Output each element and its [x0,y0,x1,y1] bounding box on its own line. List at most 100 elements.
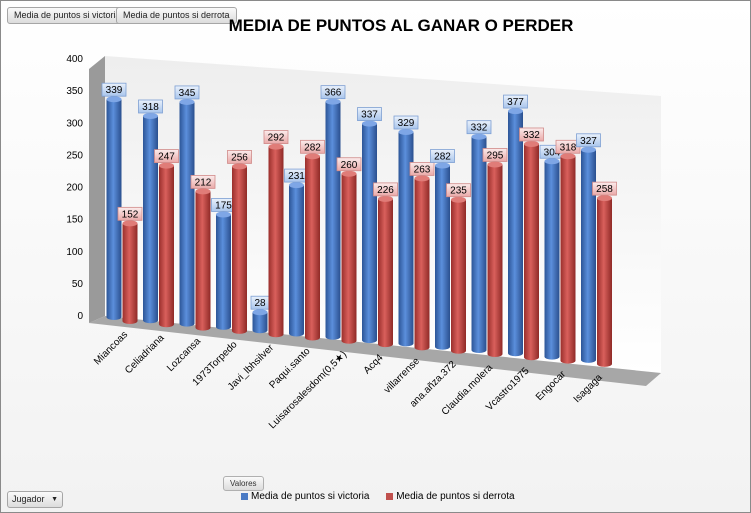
y-axis: 0 50 100 150 200 250 300 350 400 [66,54,83,322]
victoria-data-label-box [174,85,200,100]
derrota-data-label: 226 [377,185,394,196]
victoria-bar [216,214,231,327]
dropdown-arrow-icon: ▼ [51,496,58,503]
victoria-bar [581,149,596,360]
victoria-data-label: 231 [288,171,305,182]
derrota-data-label-box [446,183,471,198]
victoria-data-label: 337 [361,110,378,121]
victoria-bar-top [252,309,268,316]
derrota-bar-base [268,331,284,338]
victoria-data-label-box [466,120,492,135]
derrota-bar-top [341,170,357,177]
derrota-bar-base [597,360,612,367]
derrota-data-label-box [482,148,508,162]
x-tick-label: Miancoas [92,329,130,367]
x-tick-label: Celiadriana [123,332,167,376]
legend-swatch-derrota [386,492,394,500]
derrota-bar-top [232,163,247,170]
derrota-bar [597,198,612,364]
victoria-data-label-box [576,133,601,148]
derrota-data-label: 152 [122,209,139,220]
victoria-bar-top [435,162,450,169]
derrota-data-label-box [190,174,216,189]
victoria-bar [325,101,341,337]
victoria-bar-top [216,211,231,218]
derrota-data-label: 263 [414,164,431,175]
derrota-bar [378,198,393,345]
derrota-data-label-box [300,139,325,154]
jugador-filter-dropdown[interactable]: Jugador ▼ [7,491,63,508]
derrota-bar-base [159,321,174,328]
victoria-bar [106,99,122,317]
victoria-data-label: 377 [507,97,524,108]
victoria-bar-top [581,146,596,153]
derrota-data-label: 295 [487,150,504,161]
victoria-bar [289,185,304,334]
derrota-bar [305,156,320,338]
derrota-bar-base [122,318,138,324]
derrota-bar-base [378,341,393,348]
derrota-bar [451,199,466,351]
derrota-bar [560,156,576,361]
derrota-bar-top [122,220,138,227]
victoria-bar-top [544,158,560,165]
derrota-data-label-box [373,182,398,197]
derrota-bar [524,143,539,358]
values-field-button[interactable]: Valores [223,476,264,491]
derrota-bar-base [232,327,247,334]
victoria-bar-base [581,356,596,363]
y-tick-label: 300 [66,118,83,129]
derrota-data-label: 247 [158,152,175,163]
legend: Media de puntos si victoria Media de pun… [241,491,529,502]
victoria-bar [398,132,414,344]
derrota-bar-base [560,357,576,364]
x-tick-label: Lozcansa [165,336,203,374]
derrota-bar-top [451,196,466,203]
victoria-data-label-box [320,85,346,100]
derrota-bar [122,223,138,321]
victoria-bar-base [143,317,158,324]
victoria-bar-top [325,98,341,105]
side-wall [89,56,105,323]
victoria-bar-base [216,323,231,330]
derrota-data-label-box [336,157,362,172]
derrota-data-label-box [409,162,435,176]
derrota-bar-top [195,188,211,195]
derrota-bar-base [305,334,320,341]
derrota-bar-top [159,162,174,169]
field-button-derrota[interactable]: Media de puntos si derrota [116,7,237,24]
y-tick-label: 150 [66,215,83,226]
derrota-data-label: 258 [596,184,613,195]
victoria-bar-top [106,96,122,103]
derrota-bar-top [414,175,430,182]
victoria-bar-base [471,347,487,353]
victoria-data-label: 282 [434,152,451,163]
victoria-bar [362,123,377,341]
victoria-bar [471,136,487,350]
victoria-data-label-box [503,94,528,109]
derrota-bar-top [524,140,539,147]
derrota-bar-base [451,347,466,354]
derrota-data-label: 235 [450,186,467,197]
victoria-bar-base [362,337,377,344]
derrota-data-label-box [263,130,289,144]
derrota-bar [341,173,357,341]
derrota-data-label: 332 [523,130,540,141]
victoria-data-label-box [138,99,163,114]
victoria-bar-top [289,182,304,189]
victoria-bar-top [362,120,377,127]
victoria-bar-base [435,343,450,350]
victoria-data-label: 175 [215,200,232,211]
victoria-bar-top [143,112,158,119]
victoria-data-label-box [357,107,382,121]
y-tick-label: 200 [66,183,83,194]
derrota-data-label-box [519,127,544,142]
y-tick-label: 100 [66,247,83,258]
derrota-bar-base [524,354,539,361]
victoria-bar [143,115,158,321]
derrota-bar [232,166,247,331]
x-tick-label: Luisarosalesdom(0,5★) [267,349,349,431]
derrota-bar [487,164,503,354]
